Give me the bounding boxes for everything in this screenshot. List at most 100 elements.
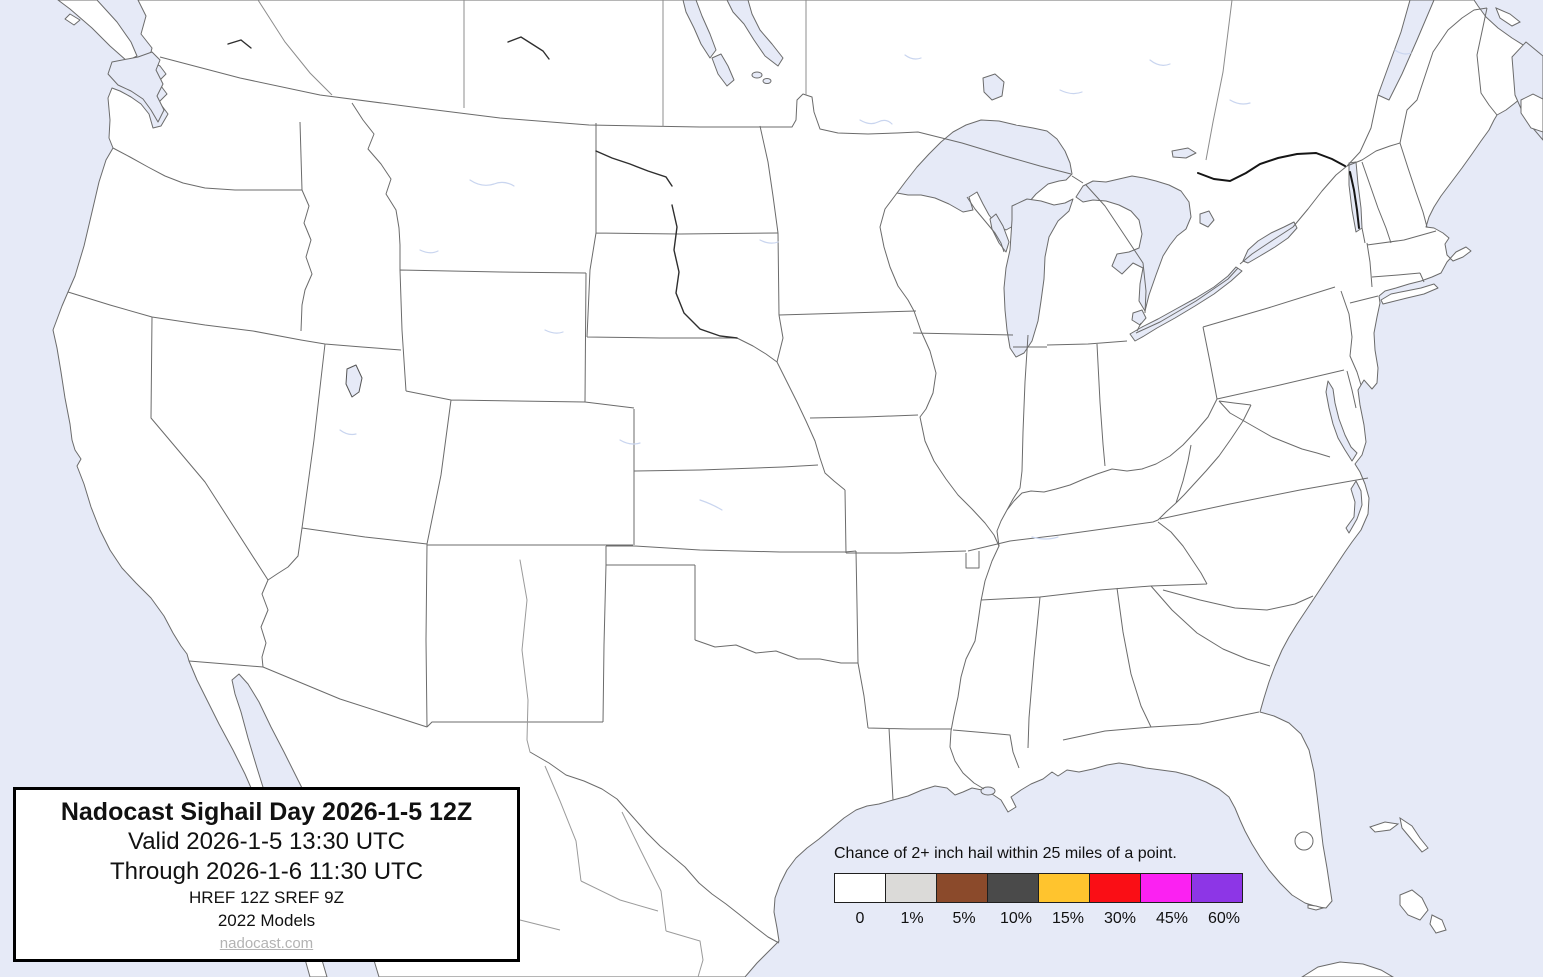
mississippi-river-border [913, 310, 1000, 790]
lake-okeechobee [1294, 831, 1314, 851]
great-basin-borders [150, 316, 428, 668]
legend-label-1: 1% [900, 910, 924, 927]
legend-label-row: 0 1% 5% 10% 15% 30% 45% 60% [834, 910, 1250, 928]
upper-midwest-borders [759, 125, 1014, 336]
lake-nipissing [1171, 147, 1197, 159]
forecast-valid-line: Valid 2026-1-5 13:30 UTC [127, 828, 406, 856]
mexico-state-borders [469, 765, 704, 977]
cuba-coast [1301, 961, 1394, 977]
legend-swatch-1 [885, 873, 937, 903]
rivers-light [339, 49, 1412, 753]
ohio-river-border [996, 398, 1218, 547]
legend-swatch-0 [834, 873, 886, 903]
forecast-title: Nadocast Sighail Day 2026-1-5 12Z [60, 798, 473, 827]
plains-borders [605, 464, 980, 801]
state-borders [67, 102, 1437, 801]
mountain-west-borders [399, 123, 779, 545]
rio-grande-border [529, 751, 780, 944]
light-river [619, 439, 641, 445]
lake-winnipeg [726, 0, 784, 67]
on-qc-border [1205, 0, 1233, 161]
light-river [1031, 536, 1059, 540]
mexico-border-lines [469, 765, 704, 977]
grand-bahama-island [1369, 821, 1400, 833]
nova-scotia [1520, 93, 1543, 133]
hail-probability-legend: Chance of 2+ inch hail within 25 miles o… [834, 845, 1250, 928]
legend-swatch-60 [1191, 873, 1243, 903]
islands [1294, 7, 1543, 977]
great-salt-lake [345, 364, 363, 398]
abaco-island [1399, 816, 1429, 853]
mid-atlantic-borders [1202, 286, 1379, 458]
legend-title: Chance of 2+ inch hail within 25 miles o… [834, 845, 1177, 862]
light-river [1059, 89, 1083, 95]
forecast-through-line: Through 2026-1-6 11:30 UTC [109, 858, 424, 886]
light-river [339, 429, 357, 436]
legend-swatch-45 [1140, 873, 1192, 903]
legend-label-0: 0 [855, 910, 865, 927]
new-england-borders [1361, 142, 1437, 288]
lake-pontchartrain [980, 786, 996, 796]
st-lawrence-estuary [1377, 0, 1435, 101]
bc-ab-border [257, 0, 333, 96]
maine-canada-border [1399, 7, 1498, 144]
us-canada-border [159, 56, 1379, 334]
legend-label-10: 10% [999, 910, 1033, 927]
missouri-river-montana [595, 150, 673, 187]
forecast-models-line: HREF 12Z SREF 9Z [189, 888, 344, 908]
nadocast-website-link[interactable]: nadocast.com [219, 934, 314, 952]
forecast-title-box: Nadocast Sighail Day 2026-1-5 12Z Valid … [13, 787, 520, 962]
legend-swatch-5 [936, 873, 988, 903]
light-river [904, 54, 922, 60]
lakes [107, 0, 1543, 796]
legend-swatch-row [834, 873, 1250, 903]
light-river [699, 499, 723, 511]
canadian-river-squiggle [227, 39, 252, 49]
small-lake [762, 78, 772, 84]
light-river [419, 249, 439, 254]
lake-simcoe [1199, 210, 1215, 228]
light-river [1394, 49, 1412, 55]
provincial-borders [257, 0, 1233, 161]
missouri-river-borders [736, 314, 919, 491]
southeast-borders [1150, 521, 1314, 667]
lake-michigan [1003, 198, 1074, 358]
light-river [1149, 59, 1171, 66]
eleuthera-island [1429, 914, 1447, 934]
richelieu-champlain-line [1349, 171, 1360, 229]
puget-sound-strait [107, 51, 165, 123]
lake-st-clair [1131, 309, 1147, 326]
long-island [1380, 283, 1439, 305]
national-borders [159, 7, 1498, 944]
light-river [759, 239, 779, 244]
florida-keys [1307, 904, 1325, 911]
andros-island [1399, 889, 1429, 921]
light-river [859, 119, 893, 125]
bc-coast-island [64, 13, 81, 26]
rivers-dark [227, 36, 738, 339]
legend-swatch-15 [1038, 873, 1090, 903]
anticosti-island [1495, 7, 1521, 27]
small-lake [751, 71, 763, 79]
ca-az-mexico-border [188, 660, 525, 728]
south-central-borders [952, 519, 1260, 769]
lake-huron [1075, 175, 1192, 312]
forecast-models-year-line: 2022 Models [217, 911, 316, 930]
missouri-river-dakotas [671, 204, 738, 339]
legend-label-15: 15% [1051, 910, 1085, 927]
legend-swatch-10 [987, 873, 1039, 903]
legend-swatch-30 [1089, 873, 1141, 903]
black-boundary-lines [1197, 151, 1360, 229]
legend-label-5: 5% [952, 910, 976, 927]
light-river [519, 559, 531, 753]
appalachian-borders [1157, 400, 1369, 521]
saskatchewan-river [507, 36, 550, 60]
light-river [469, 179, 515, 187]
pamlico-sound [1345, 480, 1363, 534]
legend-label-60: 60% [1207, 910, 1241, 927]
four-corners-borders [425, 409, 635, 728]
pacific-northwest-borders [67, 102, 402, 351]
chesapeake-bay [1325, 380, 1358, 462]
us-canada-border-45th [1346, 142, 1401, 167]
